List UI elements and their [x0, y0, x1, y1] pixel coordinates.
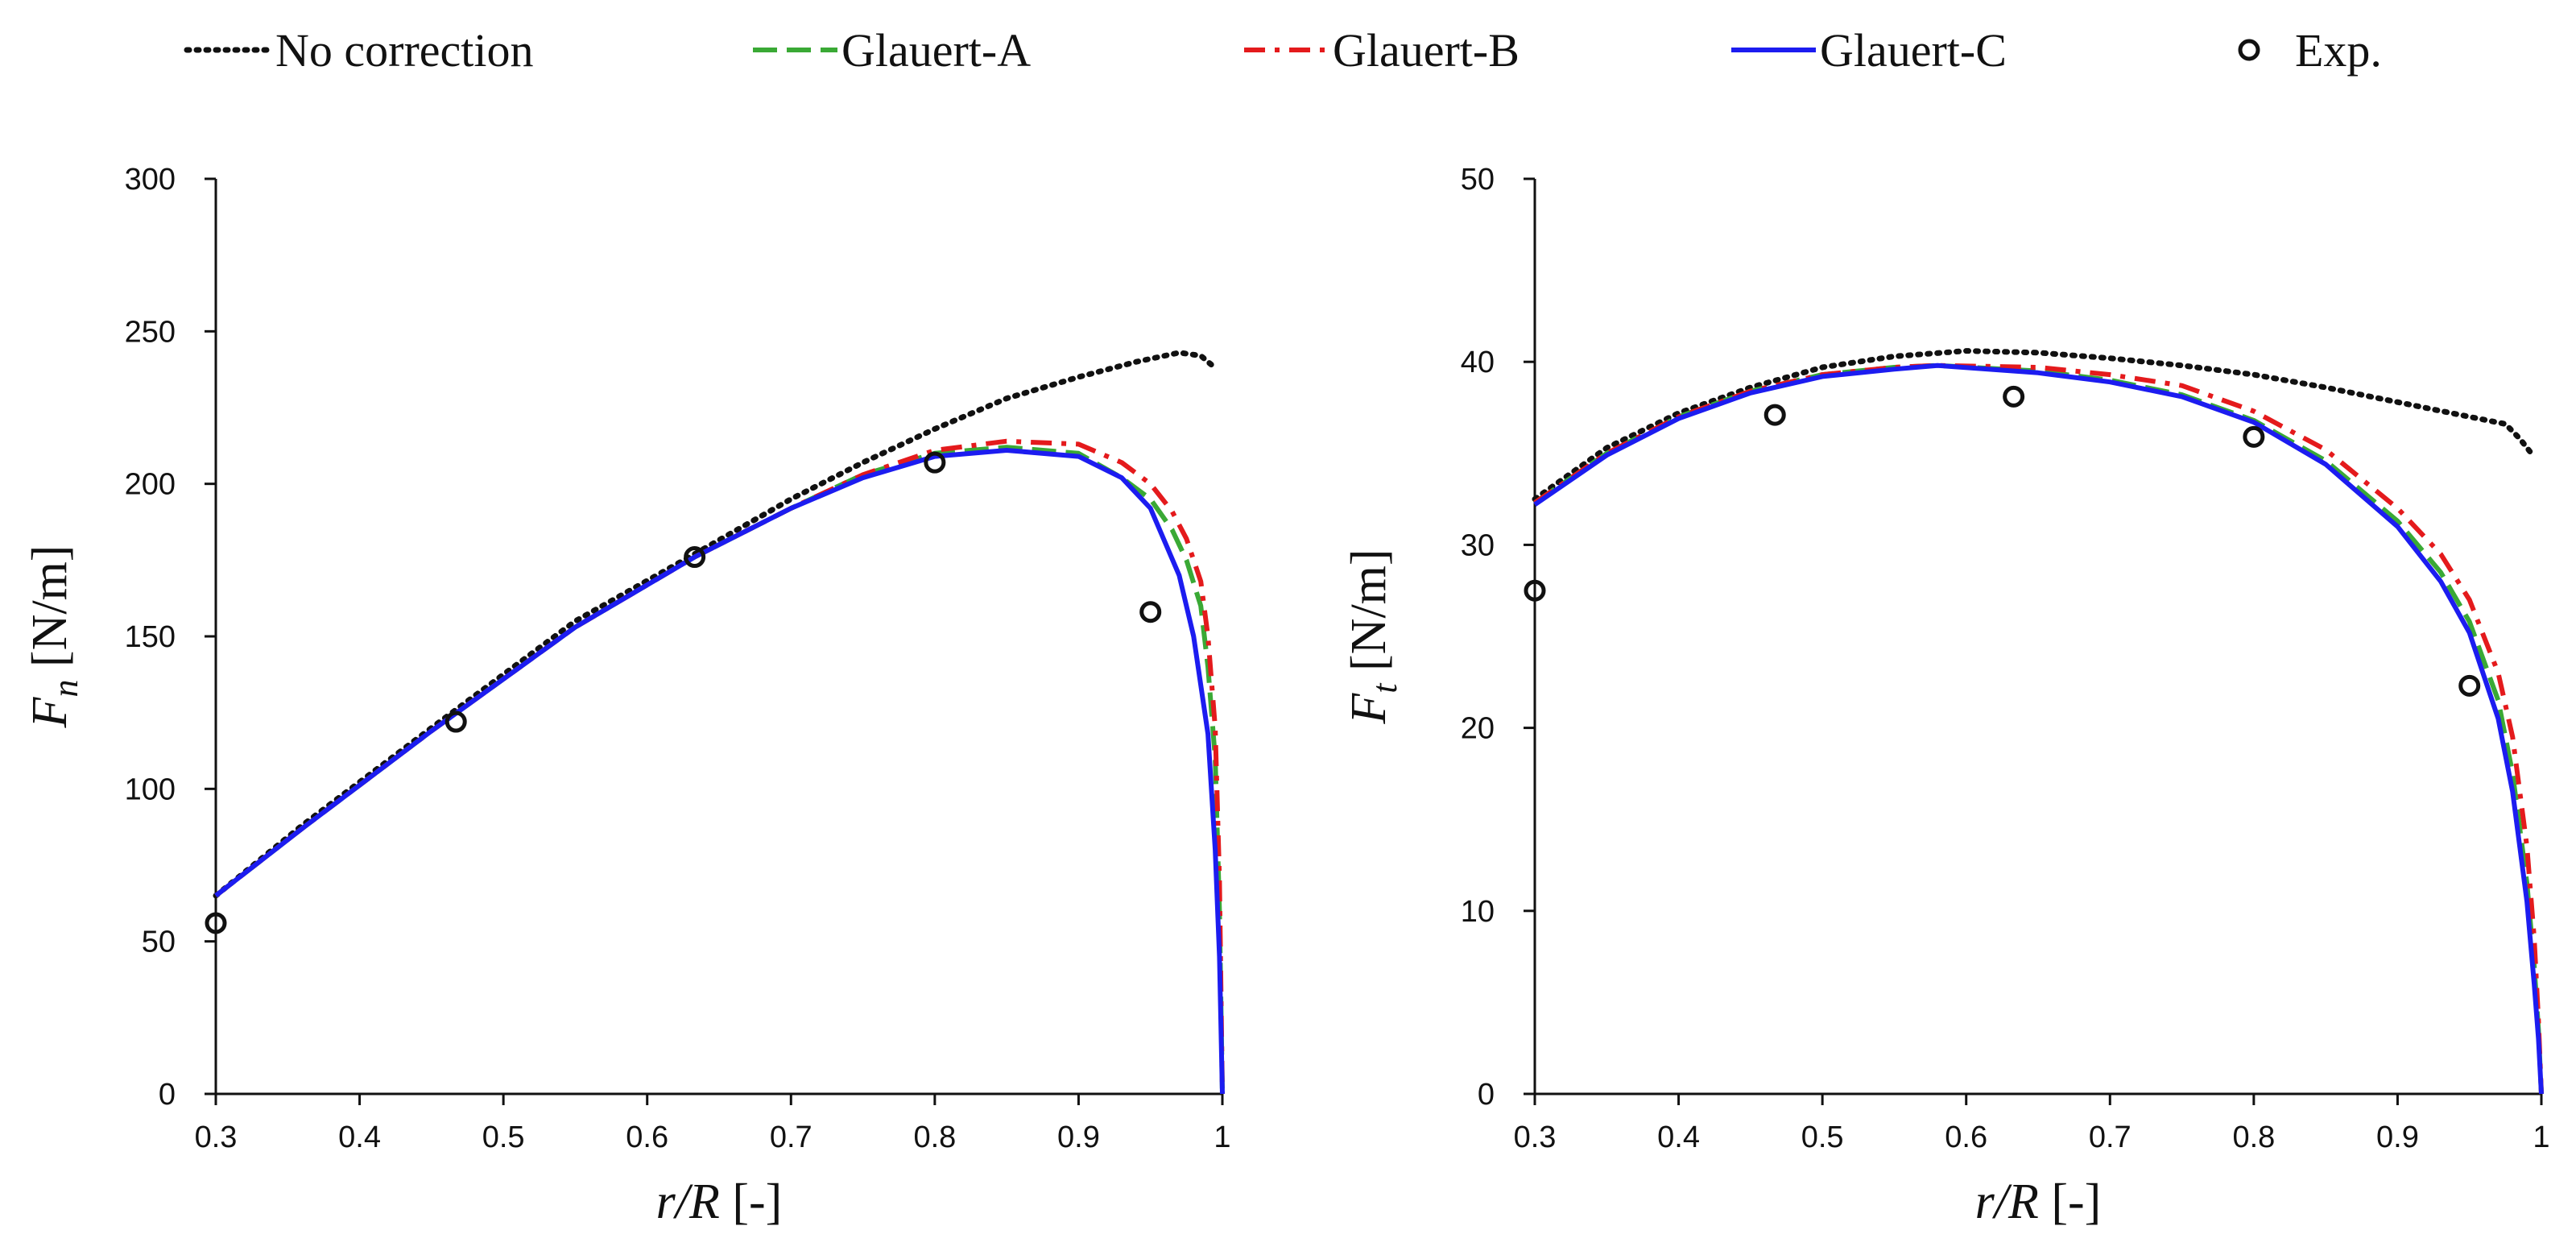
x-tick-label: 0.5 — [1801, 1120, 1844, 1154]
x-tick-label: 1 — [1214, 1120, 1230, 1154]
y-tick-label: 300 — [125, 163, 176, 197]
x-tick-label: 0.8 — [913, 1120, 956, 1154]
series-line-glauert-c — [214, 448, 1225, 1095]
y-axis-variable: F — [23, 696, 77, 728]
legend-item-exp: Exp. — [2238, 24, 2382, 77]
x-tick-label: 0.7 — [770, 1120, 812, 1154]
y-axis-unit: [N/m] — [1342, 549, 1396, 683]
x-tick-label: 0.4 — [338, 1120, 381, 1154]
series-line-no-correction — [213, 350, 1218, 899]
x-axis-title: r/R [-] — [656, 1174, 783, 1229]
exp-point — [2458, 674, 2481, 697]
x-tick-label: 0.7 — [2089, 1120, 2132, 1154]
y-tick-label: 200 — [125, 468, 176, 502]
chart-tangential-force: 0 10 20 30 40 50 0.3 0.4 0.5 0.6 0.7 0.8 0.9 1 r/R [-]… — [1342, 163, 2550, 1229]
legend-label-glauert-c: Glauert-C — [1820, 24, 2007, 77]
x-tick-label: 0.9 — [2376, 1120, 2419, 1154]
exp-point — [1764, 404, 1786, 426]
y-tick-label: 0 — [159, 1078, 176, 1112]
y-axis-unit: [N/m] — [23, 545, 77, 680]
x-tick-label: 0.8 — [2232, 1120, 2275, 1154]
exp-point — [2243, 425, 2265, 448]
legend-item-glauert-c: Glauert-C — [1731, 24, 2007, 77]
legend: No correction Glauert-A Glauert-B Glauert-C… — [184, 24, 2382, 77]
y-tick-label: 0 — [1478, 1078, 1495, 1112]
legend-item-glauert-a: Glauert-A — [753, 24, 1031, 77]
y-tick-label: 10 — [1461, 895, 1495, 929]
x-tick-label: 0.6 — [626, 1120, 668, 1154]
exp-point — [684, 546, 706, 569]
y-tick-label: 250 — [125, 315, 176, 349]
series-line-glauert-c — [1533, 362, 2544, 1095]
y-tick-label: 100 — [125, 772, 176, 806]
series-line-glauert-b — [1533, 362, 2544, 1095]
y-axis-title: Ft [N/m] — [1342, 549, 1404, 724]
exp-point — [2003, 385, 2025, 408]
exp-point — [1524, 579, 1546, 602]
x-tick-label: 0.3 — [1514, 1120, 1557, 1154]
y-axis-subscript: t — [1365, 682, 1404, 694]
series-line-no-correction — [1532, 348, 2537, 503]
series-line-glauert-b — [214, 438, 1225, 1095]
x-tick-label: 0.5 — [482, 1120, 525, 1154]
legend-item-no-correction: No correction — [184, 24, 533, 77]
x-tick-label: 0.3 — [195, 1120, 238, 1154]
series-line-glauert-a — [1533, 362, 2544, 1095]
x-axis-unit: [-] — [720, 1174, 782, 1229]
y-axis-variable: F — [1342, 693, 1396, 725]
y-tick-label: 40 — [1461, 346, 1495, 379]
y-tick-label: 30 — [1461, 528, 1495, 562]
legend-label-exp: Exp. — [2295, 24, 2382, 77]
x-axis-variable: r/R — [1975, 1174, 2039, 1229]
legend-label-glauert-a: Glauert-A — [841, 24, 1031, 77]
y-tick-label: 20 — [1461, 712, 1495, 746]
exp-point — [205, 912, 227, 934]
exp-point — [924, 451, 946, 474]
y-tick-label: 50 — [142, 926, 176, 959]
chart-normal-force: 0 50 100 150 200 250 300 0.3 0.4 0.5 0.6 0.7 0.8 0.9 1… — [23, 163, 1231, 1229]
legend-item-glauert-b: Glauert-B — [1244, 24, 1520, 77]
y-axis-subscript: n — [46, 680, 85, 698]
x-axis-title: r/R [-] — [1975, 1174, 2102, 1229]
exp-point — [1139, 601, 1162, 623]
x-tick-label: 0.6 — [1945, 1120, 1987, 1154]
y-tick-label: 50 — [1461, 163, 1495, 197]
x-axis-variable: r/R — [656, 1174, 720, 1229]
x-tick-label: 0.9 — [1057, 1120, 1100, 1154]
legend-label-glauert-b: Glauert-B — [1333, 24, 1520, 77]
y-tick-label: 150 — [125, 620, 176, 654]
x-tick-label: 0.4 — [1657, 1120, 1700, 1154]
legend-swatch-exp — [2238, 39, 2260, 61]
y-axis-title: Fn [N/m] — [23, 545, 85, 729]
exp-point — [444, 710, 467, 733]
legend-label-no-correction: No correction — [275, 24, 533, 77]
x-axis-unit: [-] — [2039, 1174, 2101, 1229]
x-tick-label: 1 — [2533, 1120, 2549, 1154]
